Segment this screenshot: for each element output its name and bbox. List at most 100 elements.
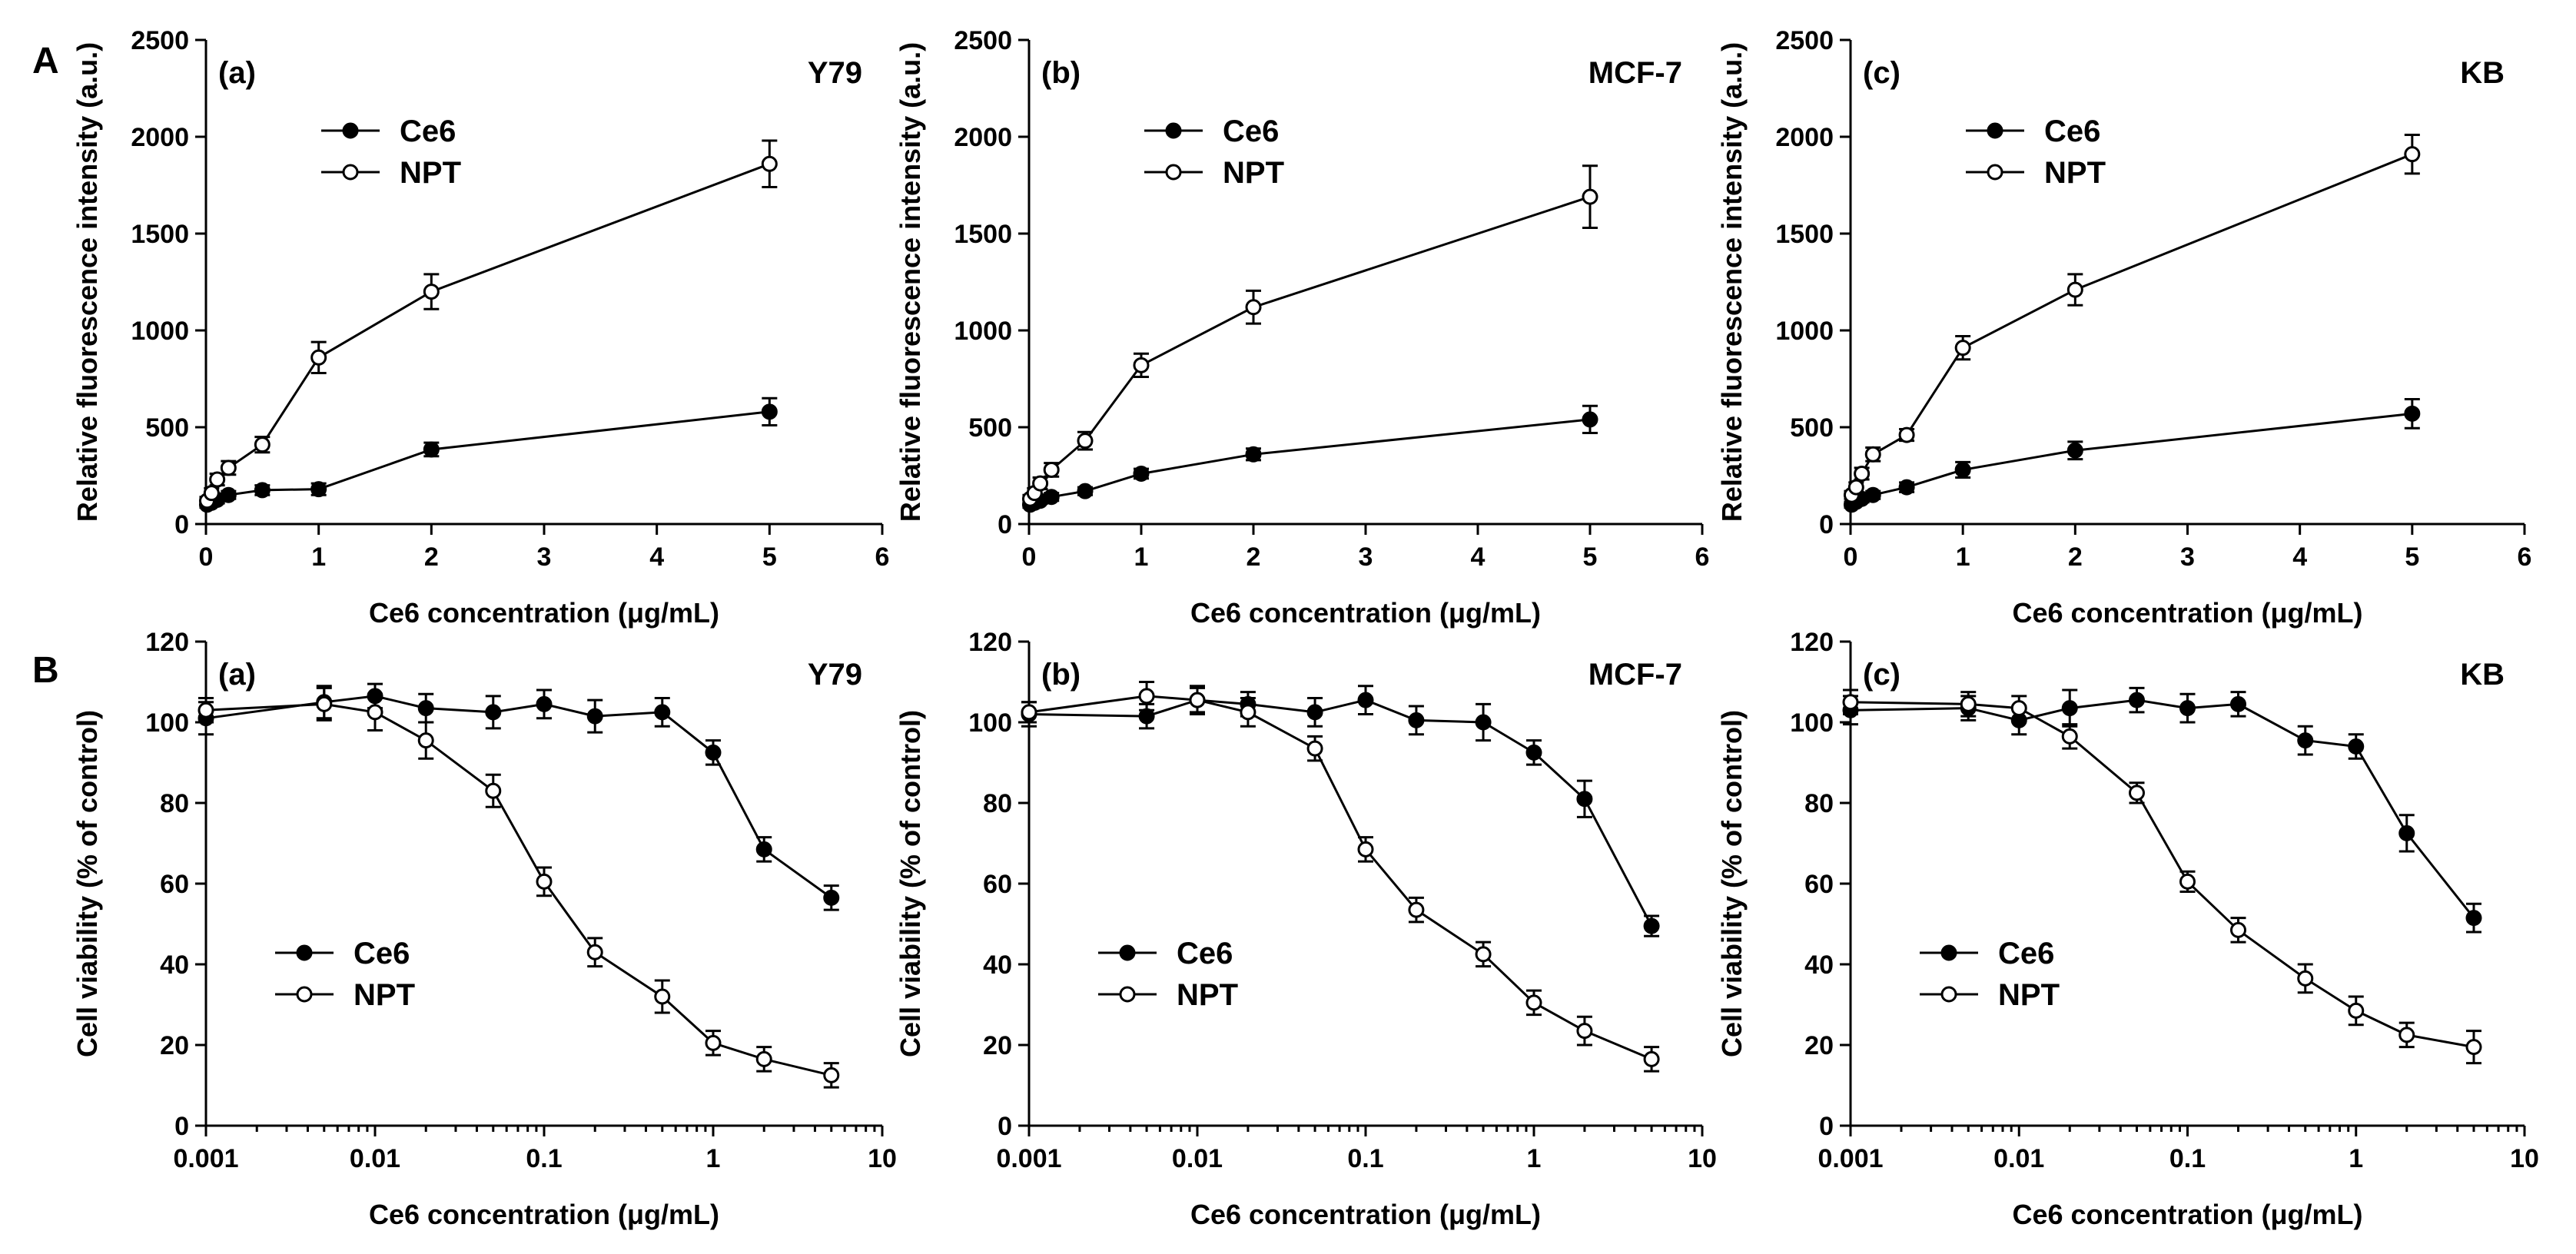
data-point-npt (761, 155, 778, 172)
data-point-ce6 (2066, 442, 2083, 459)
legend-label-ce6: Ce6 (1998, 937, 2054, 970)
cell-line-label: KB (2460, 56, 2505, 90)
chart-A-a: 0 1 2 3 4 5 6 0 500 1000 1500 2000 2500 Ce6 concentra… (71, 26, 889, 629)
data-point-ce6 (1864, 486, 1881, 503)
section-label-b: B (32, 650, 59, 691)
y-tick-label: 80 (1804, 789, 1834, 818)
data-point-npt (1475, 946, 1492, 963)
legend-label-npt: NPT (1177, 978, 1238, 1012)
data-point-npt (1245, 299, 1262, 316)
x-axis-title: Ce6 concentration (μg/mL) (2012, 597, 2362, 629)
x-axis-title: Ce6 concentration (μg/mL) (1190, 1199, 1541, 1230)
data-point-npt (654, 988, 671, 1005)
data-point-npt (1133, 357, 1150, 373)
data-point-ce6 (654, 704, 671, 721)
y-tick-label: 2500 (954, 26, 1012, 55)
data-point-npt (823, 1067, 840, 1083)
chart-A-c: 0 1 2 3 4 5 6 0 500 1000 1500 2000 2500 Ce6 concentra… (1716, 26, 2531, 629)
panel-label: (a) (218, 56, 256, 90)
data-point-npt (2066, 281, 2083, 298)
data-point-ce6 (761, 403, 778, 420)
y-axis-title: Cell viability (% of control) (1716, 710, 1748, 1057)
legend: Ce6 NPT (321, 114, 461, 190)
panel-label: (b) (1041, 56, 1081, 90)
data-point-ce6 (485, 704, 502, 721)
y-tick-label: 500 (1790, 413, 1834, 443)
data-point-ce6 (1954, 461, 1971, 478)
data-point-npt (1954, 340, 1971, 357)
x-tick-label: 0.1 (2169, 1144, 2206, 1173)
y-tick-label: 60 (160, 870, 189, 899)
panel-label: (b) (1041, 658, 1081, 692)
data-point-ce6 (2348, 738, 2365, 755)
x-axis-title: Ce6 concentration (μg/mL) (1190, 597, 1541, 629)
y-tick-label: 2500 (1775, 26, 1834, 55)
x-tick-label: 0.1 (1347, 1144, 1383, 1173)
x-axis-title: Ce6 concentration (μg/mL) (2012, 1199, 2362, 1230)
data-point-npt (367, 704, 383, 721)
series-npt (1021, 681, 1660, 1073)
data-point-npt (2404, 146, 2421, 163)
cell-line-label: MCF-7 (1588, 658, 1682, 692)
data-point-ce6 (1576, 791, 1593, 808)
data-point-ce6 (2404, 405, 2421, 422)
legend-label-npt: NPT (400, 156, 461, 190)
x-tick-label: 0 (1022, 542, 1037, 572)
series-line-npt (206, 162, 770, 502)
data-point-npt (1043, 461, 1060, 478)
y-tick-label: 20 (1804, 1031, 1834, 1060)
data-point-ce6 (417, 700, 434, 717)
y-tick-label: 20 (160, 1031, 189, 1060)
data-point-ce6 (310, 481, 327, 498)
y-tick-label: 2000 (1775, 123, 1834, 152)
series-line-ce6 (1850, 698, 2475, 919)
data-point-npt (2010, 700, 2027, 717)
data-point-npt (2297, 970, 2314, 987)
chart-A-b: 0 1 2 3 4 5 6 0 500 1000 1500 2000 2500 Ce6 concentra… (895, 26, 1709, 629)
legend-label-ce6: Ce6 (1177, 937, 1233, 970)
y-tick-label: 1000 (131, 317, 189, 346)
data-point-npt (1138, 688, 1155, 705)
x-tick-label: 1 (1134, 542, 1149, 572)
x-tick-label: 5 (1583, 542, 1598, 572)
data-point-ce6 (423, 441, 440, 458)
section-label-a: A (32, 41, 59, 81)
data-point-ce6 (2398, 824, 2415, 841)
data-point-npt (1842, 694, 1859, 711)
y-tick-label: 1500 (954, 220, 1012, 249)
data-point-npt (1854, 465, 1871, 482)
x-tick-label: 10 (868, 1144, 897, 1173)
y-tick-label: 120 (145, 628, 189, 657)
y-axis-title: Cell viability (% of control) (71, 710, 103, 1057)
y-tick-label: 120 (968, 628, 1012, 657)
y-tick-label: 100 (1790, 708, 1834, 738)
x-tick-label: 5 (762, 542, 777, 572)
data-point-ce6 (2297, 732, 2314, 749)
y-tick-label: 40 (160, 950, 189, 980)
y-tick-label: 0 (1819, 510, 1834, 539)
data-point-ce6 (1077, 483, 1094, 499)
data-point-npt (1525, 994, 1542, 1011)
legend-label-npt: NPT (354, 978, 415, 1012)
data-point-npt (1077, 433, 1094, 450)
x-tick-label: 2 (424, 542, 439, 572)
x-tick-label: 0.01 (1993, 1144, 2044, 1173)
data-point-ce6 (1525, 744, 1542, 761)
x-tick-label: 6 (875, 542, 890, 572)
data-point-npt (2230, 921, 2247, 938)
legend-label-ce6: Ce6 (400, 114, 456, 148)
legend-marker (1119, 944, 1136, 961)
x-tick-label: 1 (706, 1144, 721, 1173)
cell-line-label: KB (2460, 658, 2505, 692)
y-tick-label: 0 (174, 510, 189, 539)
data-point-ce6 (823, 889, 840, 906)
legend-label-ce6: Ce6 (1223, 114, 1279, 148)
y-tick-label: 80 (160, 789, 189, 818)
y-axis-title: Cell viability (% of control) (895, 710, 926, 1057)
legend-marker (1940, 944, 1957, 961)
x-tick-label: 0.1 (526, 1144, 562, 1173)
y-tick-label: 80 (983, 789, 1012, 818)
y-tick-label: 120 (1790, 628, 1834, 657)
